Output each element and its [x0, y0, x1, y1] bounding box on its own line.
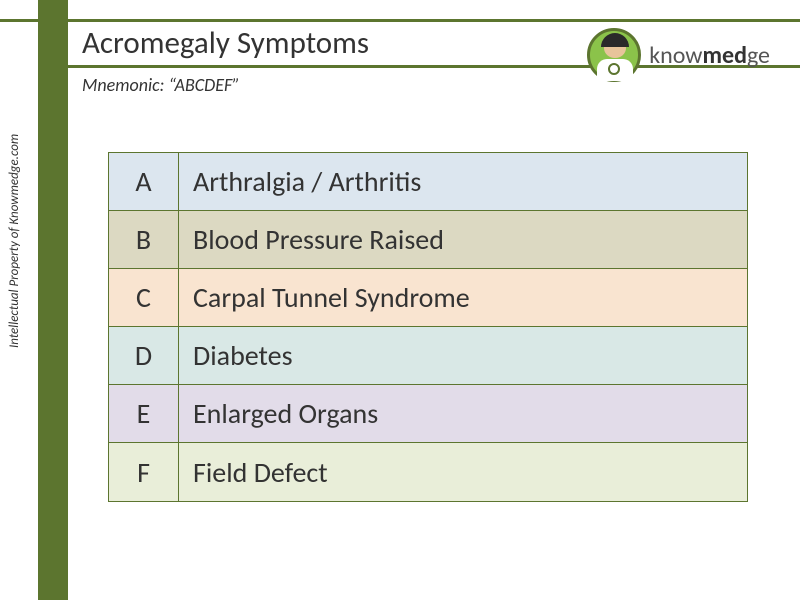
table-row: C Carpal Tunnel Syndrome [109, 269, 747, 327]
brand-prefix: know [649, 41, 702, 70]
row-letter: F [109, 443, 179, 501]
table-row: B Blood Pressure Raised [109, 211, 747, 269]
page-subtitle: Mnemonic: “ABCDEF” [82, 74, 240, 96]
doctor-avatar-icon [587, 28, 641, 82]
row-symptom: Diabetes [179, 327, 747, 384]
row-symptom: Enlarged Organs [179, 385, 747, 442]
row-symptom: Carpal Tunnel Syndrome [179, 269, 747, 326]
top-divider [0, 19, 800, 22]
left-sidebar-bar [38, 0, 68, 600]
row-symptom: Arthralgia / Arthritis [179, 153, 747, 210]
page-title: Acromegaly Symptoms [82, 24, 369, 62]
table-row: E Enlarged Organs [109, 385, 747, 443]
table-row: A Arthralgia / Arthritis [109, 153, 747, 211]
brand-logo: knowmedge [587, 28, 770, 82]
row-letter: A [109, 153, 179, 210]
row-symptom: Blood Pressure Raised [179, 211, 747, 268]
brand-bold: med [702, 41, 746, 70]
brand-name: knowmedge [649, 41, 770, 70]
brand-suffix: ge [747, 41, 770, 70]
row-letter: C [109, 269, 179, 326]
row-letter: E [109, 385, 179, 442]
row-letter: D [109, 327, 179, 384]
row-letter: B [109, 211, 179, 268]
row-symptom: Field Defect [179, 443, 747, 501]
copyright-text: Intellectual Property of Knowmedge.com [7, 134, 22, 348]
table-row: D Diabetes [109, 327, 747, 385]
mnemonic-table: A Arthralgia / Arthritis B Blood Pressur… [108, 152, 748, 502]
table-row: F Field Defect [109, 443, 747, 501]
